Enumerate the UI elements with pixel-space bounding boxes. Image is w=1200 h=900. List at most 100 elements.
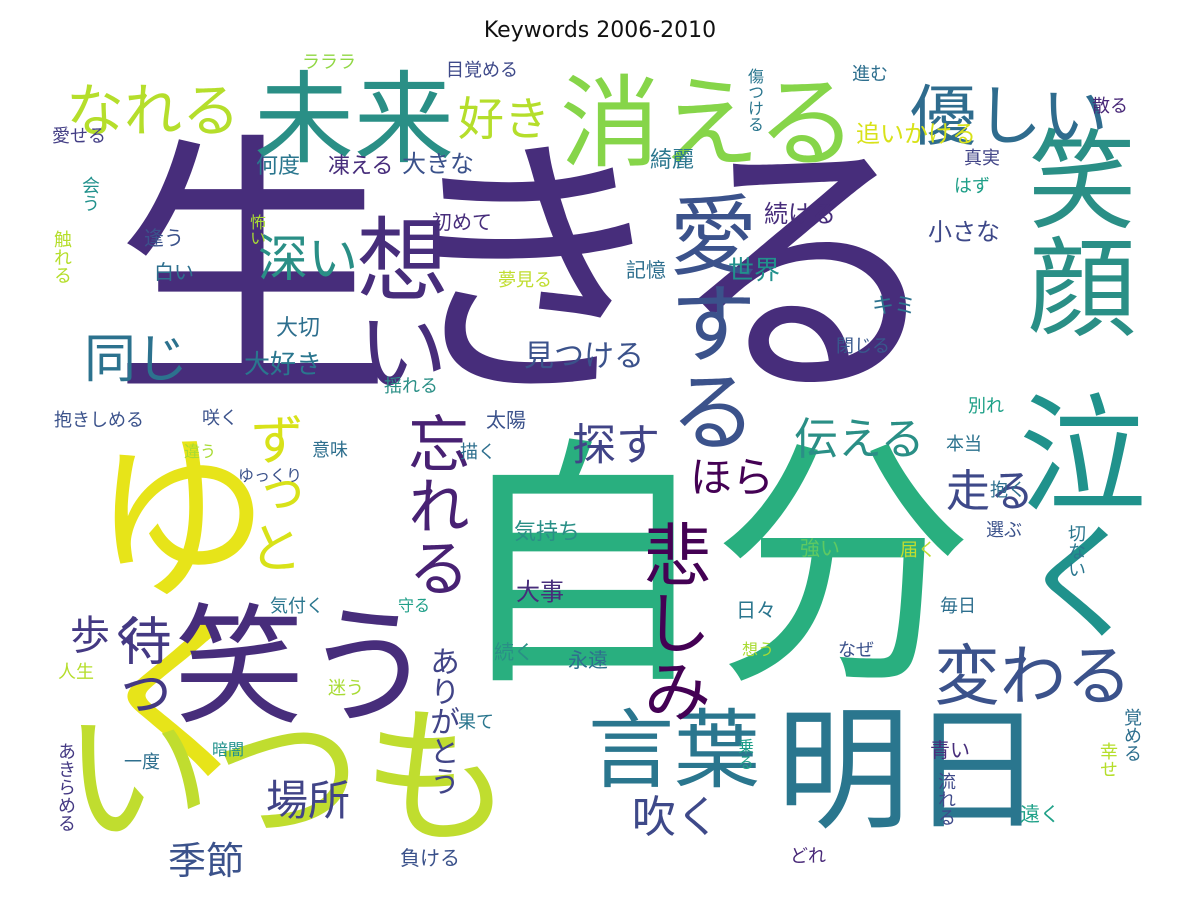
word: 気持ち: [514, 520, 581, 545]
word: 未来: [254, 61, 454, 178]
word: 深い: [258, 230, 358, 288]
word: 抱きしめる: [54, 410, 144, 431]
word: 気付く: [270, 596, 324, 617]
word: 閉じる: [836, 336, 890, 357]
word: 笑う: [174, 591, 435, 743]
word: はず: [954, 176, 990, 197]
word: 目覚める: [446, 60, 518, 81]
word: 本当: [946, 434, 982, 455]
word: 永遠: [568, 648, 608, 672]
word: 描く: [460, 442, 496, 463]
word: いつも: [62, 692, 513, 866]
word: 吹く: [632, 792, 720, 843]
word: 優しい: [910, 78, 1108, 155]
word: 明日: [776, 693, 1045, 849]
word: あきらめる: [55, 742, 76, 832]
word: 負ける: [400, 846, 460, 870]
page-title: Keywords 2006-2010: [483, 18, 717, 43]
word: ずっと: [240, 412, 303, 574]
word: 咲く: [202, 408, 238, 429]
word: 凍える: [328, 154, 394, 179]
word: 世界: [728, 256, 781, 286]
word: キミ: [872, 294, 917, 319]
word: 待つ: [110, 614, 170, 718]
word: 遠く: [1020, 802, 1060, 826]
word: 好き: [458, 92, 550, 146]
word: 乗る: [735, 738, 754, 770]
word: 触れる: [51, 230, 72, 284]
word: 真実: [964, 148, 1000, 169]
word: 抱く: [990, 480, 1026, 501]
word: 消える: [560, 65, 857, 182]
word: 同じ: [84, 330, 189, 390]
word: 日々: [736, 598, 776, 622]
word: 場所: [266, 776, 351, 825]
word: 変わる: [934, 638, 1132, 715]
word: 会う: [79, 176, 100, 212]
word: 進む: [852, 64, 888, 85]
word: ありがとう: [424, 646, 459, 796]
word: 愛する: [655, 190, 758, 454]
word: 白い: [154, 260, 194, 284]
word: 違う: [184, 442, 217, 461]
word: 太陽: [486, 408, 526, 432]
word: 記憶: [626, 258, 666, 282]
word: 果て: [458, 712, 494, 733]
word: 小さな: [928, 218, 1000, 246]
word: ラララ: [302, 52, 356, 73]
word: 伝える: [794, 414, 925, 465]
word: 毎日: [940, 596, 976, 617]
word: 大きな: [402, 150, 474, 178]
word: 歩く: [70, 613, 150, 659]
word: なぜ: [838, 640, 874, 661]
word: 生きる: [112, 111, 947, 437]
word: 散る: [1092, 96, 1128, 117]
word: ゆく: [59, 424, 271, 788]
word: 言葉: [588, 701, 760, 801]
word: 探す: [572, 420, 660, 471]
word: 暗闇: [212, 740, 245, 759]
word: 笑顔: [1010, 124, 1135, 340]
word: どれ: [790, 846, 826, 867]
word: 季節: [168, 839, 245, 880]
word: 何度: [256, 154, 301, 179]
word: 人生: [58, 662, 94, 683]
word: 想う: [742, 640, 775, 659]
word: 見つける: [524, 339, 644, 374]
word: 自分: [450, 416, 974, 721]
word: 綺麗: [650, 148, 695, 173]
word: 想い: [341, 212, 448, 396]
word: 忘れる: [397, 412, 470, 598]
word: 別れ: [968, 396, 1004, 417]
word: 悲しみ: [631, 520, 710, 724]
word: 覚める: [1121, 708, 1142, 762]
word: 揺れる: [384, 376, 438, 397]
word: 幸せ: [1097, 742, 1118, 778]
word: 大事: [516, 578, 564, 606]
word: 追いかける: [856, 120, 976, 148]
word: 流れる: [935, 772, 956, 826]
word: 強い: [800, 536, 840, 560]
word: 初めて: [432, 210, 492, 234]
word: 傷つける: [745, 68, 764, 132]
word: なれる: [66, 77, 241, 145]
word: 青い: [930, 738, 970, 762]
word: 大切: [276, 316, 321, 341]
word: 一度: [124, 752, 160, 773]
word: 迷う: [328, 678, 364, 699]
word-cloud: 生きる 自分 ゆく いつも 笑う 明日 未来 消える 笑顔 泣く 想い 愛する …: [48, 52, 1150, 880]
word: 泣く: [996, 388, 1145, 644]
word: 夢見る: [498, 270, 552, 291]
word: 意味: [312, 440, 348, 461]
word: 届く: [900, 540, 936, 561]
word: 怖い: [247, 214, 266, 246]
word: 大好き: [244, 350, 323, 380]
word: 愛せる: [52, 126, 106, 147]
word: 走る: [946, 466, 1034, 517]
word: 逢う: [144, 226, 184, 250]
word: ほら: [690, 453, 775, 502]
word: 続ける: [764, 200, 836, 228]
word: ゆっくり: [238, 466, 303, 485]
word: 選ぶ: [986, 520, 1022, 541]
word: 続く: [494, 640, 534, 664]
